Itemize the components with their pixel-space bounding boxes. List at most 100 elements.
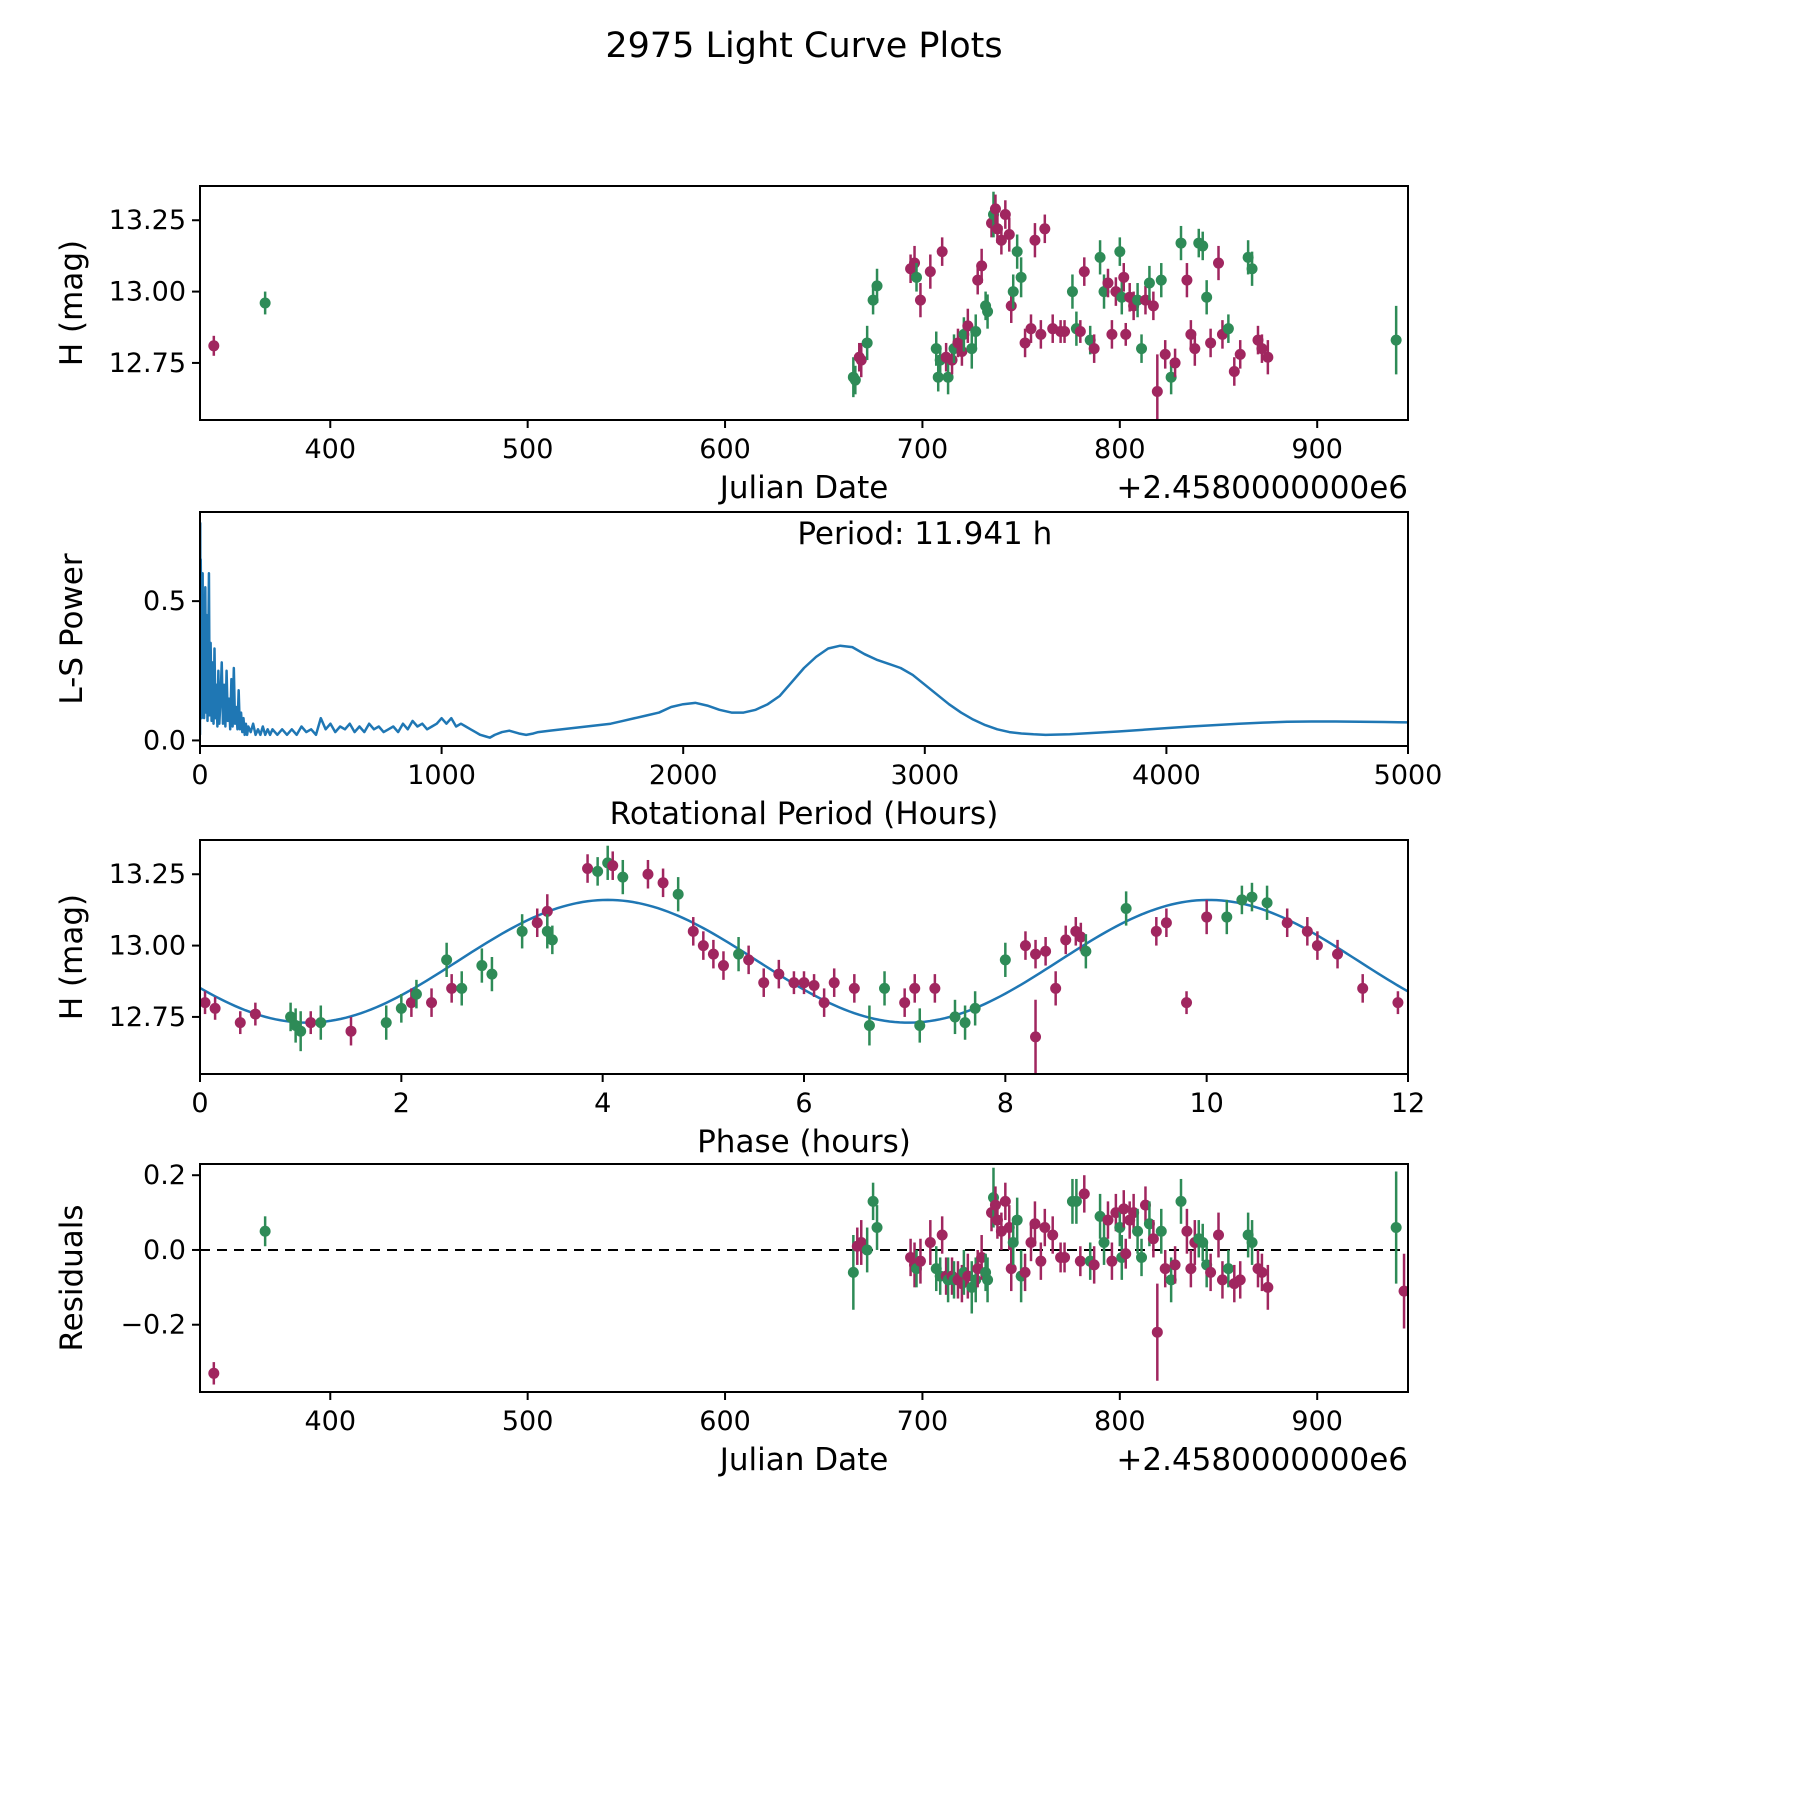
data-point (847, 1266, 859, 1278)
panel-residuals: 400 500 600 700 800 900 0.2 0.0 −0.2 Julian Date +… (54, 1160, 1409, 1478)
data-point (989, 203, 1001, 215)
data-point (995, 234, 1007, 246)
x-axis-label: Rotational Period (Hours) (610, 796, 999, 832)
data-point (1074, 326, 1086, 338)
data-point (1098, 1236, 1110, 1248)
data-point (1035, 1255, 1047, 1267)
x-axis-label: Phase (hours) (697, 1124, 911, 1160)
data-point (410, 988, 422, 1000)
y-tick-label: 13.00 (109, 277, 186, 308)
data-point (516, 925, 528, 937)
y-tick-label: 12.75 (109, 348, 186, 379)
data-point (1075, 931, 1087, 943)
data-point (1246, 891, 1258, 903)
data-point (617, 871, 629, 883)
data-point (733, 948, 745, 960)
data-point (861, 1244, 873, 1256)
data-point (946, 354, 958, 366)
data-point (1234, 1274, 1246, 1286)
y-tick-label: 13.00 (109, 931, 186, 962)
data-point (1175, 237, 1187, 249)
data-point (1066, 286, 1078, 298)
data-point (446, 982, 458, 994)
x-tick-label: 4 (594, 1088, 611, 1119)
x-tick-label: 12 (1391, 1088, 1425, 1119)
data-point (1155, 274, 1167, 286)
x-tick-label: 0 (191, 1088, 208, 1119)
data-point (999, 1195, 1011, 1207)
data-point (1301, 925, 1313, 937)
data-point (924, 266, 936, 278)
data-point (924, 1236, 936, 1248)
data-point (1011, 1214, 1023, 1226)
y-tick-label: 13.25 (109, 859, 186, 890)
x-tick-label: 5000 (1374, 760, 1443, 791)
x-tick-label: 700 (897, 434, 949, 465)
data-point (970, 1274, 982, 1286)
data-point (956, 346, 968, 358)
data-point (1102, 277, 1114, 289)
data-point (828, 977, 840, 989)
y-tick-label: −0.2 (120, 1310, 186, 1341)
axes-spines (199, 1163, 1409, 1393)
data-point (788, 977, 800, 989)
y-axis-label: H (mag) (54, 240, 90, 366)
data-point (1213, 1229, 1225, 1241)
data-point (932, 371, 944, 383)
data-point (1143, 277, 1155, 289)
data-point (1189, 343, 1201, 355)
data-point (234, 1017, 246, 1029)
data-point (592, 865, 604, 877)
data-point (1181, 1225, 1193, 1237)
data-point (1030, 948, 1042, 960)
data-point (861, 337, 873, 349)
data-point (259, 1225, 271, 1237)
data-point (1025, 323, 1037, 335)
data-point (405, 997, 417, 1009)
data-point (1222, 1263, 1234, 1275)
data-point (285, 1011, 297, 1023)
data-point (1147, 300, 1159, 312)
x-tick-label: 400 (305, 1406, 357, 1437)
data-point (855, 1236, 867, 1248)
data-point (1102, 1214, 1114, 1226)
axes-spines (199, 185, 1409, 421)
x-tick-label: 2 (393, 1088, 410, 1119)
data-point (849, 374, 861, 386)
data-point (1088, 343, 1100, 355)
data-point (531, 917, 543, 929)
data-point (1078, 266, 1090, 278)
data-point (1221, 911, 1233, 923)
data-point (1159, 348, 1171, 360)
data-point (949, 1011, 961, 1023)
data-point (1005, 300, 1017, 312)
data-point (1234, 348, 1246, 360)
data-point (1019, 940, 1031, 952)
data-point (1005, 1263, 1017, 1275)
data-point (969, 1002, 981, 1014)
data-point (1398, 1285, 1408, 1297)
x-tick-label: 500 (502, 434, 554, 465)
data-point (1205, 337, 1217, 349)
data-point (1029, 1218, 1041, 1230)
data-point (1222, 323, 1234, 335)
axes-spines (199, 511, 1409, 747)
data-point (855, 354, 867, 366)
data-point (1216, 1274, 1228, 1286)
data-point (743, 954, 755, 966)
data-point (1039, 1222, 1051, 1234)
data-point (541, 925, 553, 937)
data-point (1059, 1251, 1071, 1263)
data-point (914, 294, 926, 306)
y-tick-label: 13.25 (109, 205, 186, 236)
data-point (1088, 1259, 1100, 1271)
data-point (962, 320, 974, 332)
data-point (1040, 945, 1052, 957)
figure-title: 2975 Light Curve Plots (605, 26, 1003, 66)
data-point (1246, 263, 1258, 275)
data-point (1256, 1266, 1268, 1278)
data-point (1201, 291, 1213, 303)
data-point (1332, 948, 1344, 960)
data-point (879, 982, 891, 994)
data-point (1213, 257, 1225, 269)
